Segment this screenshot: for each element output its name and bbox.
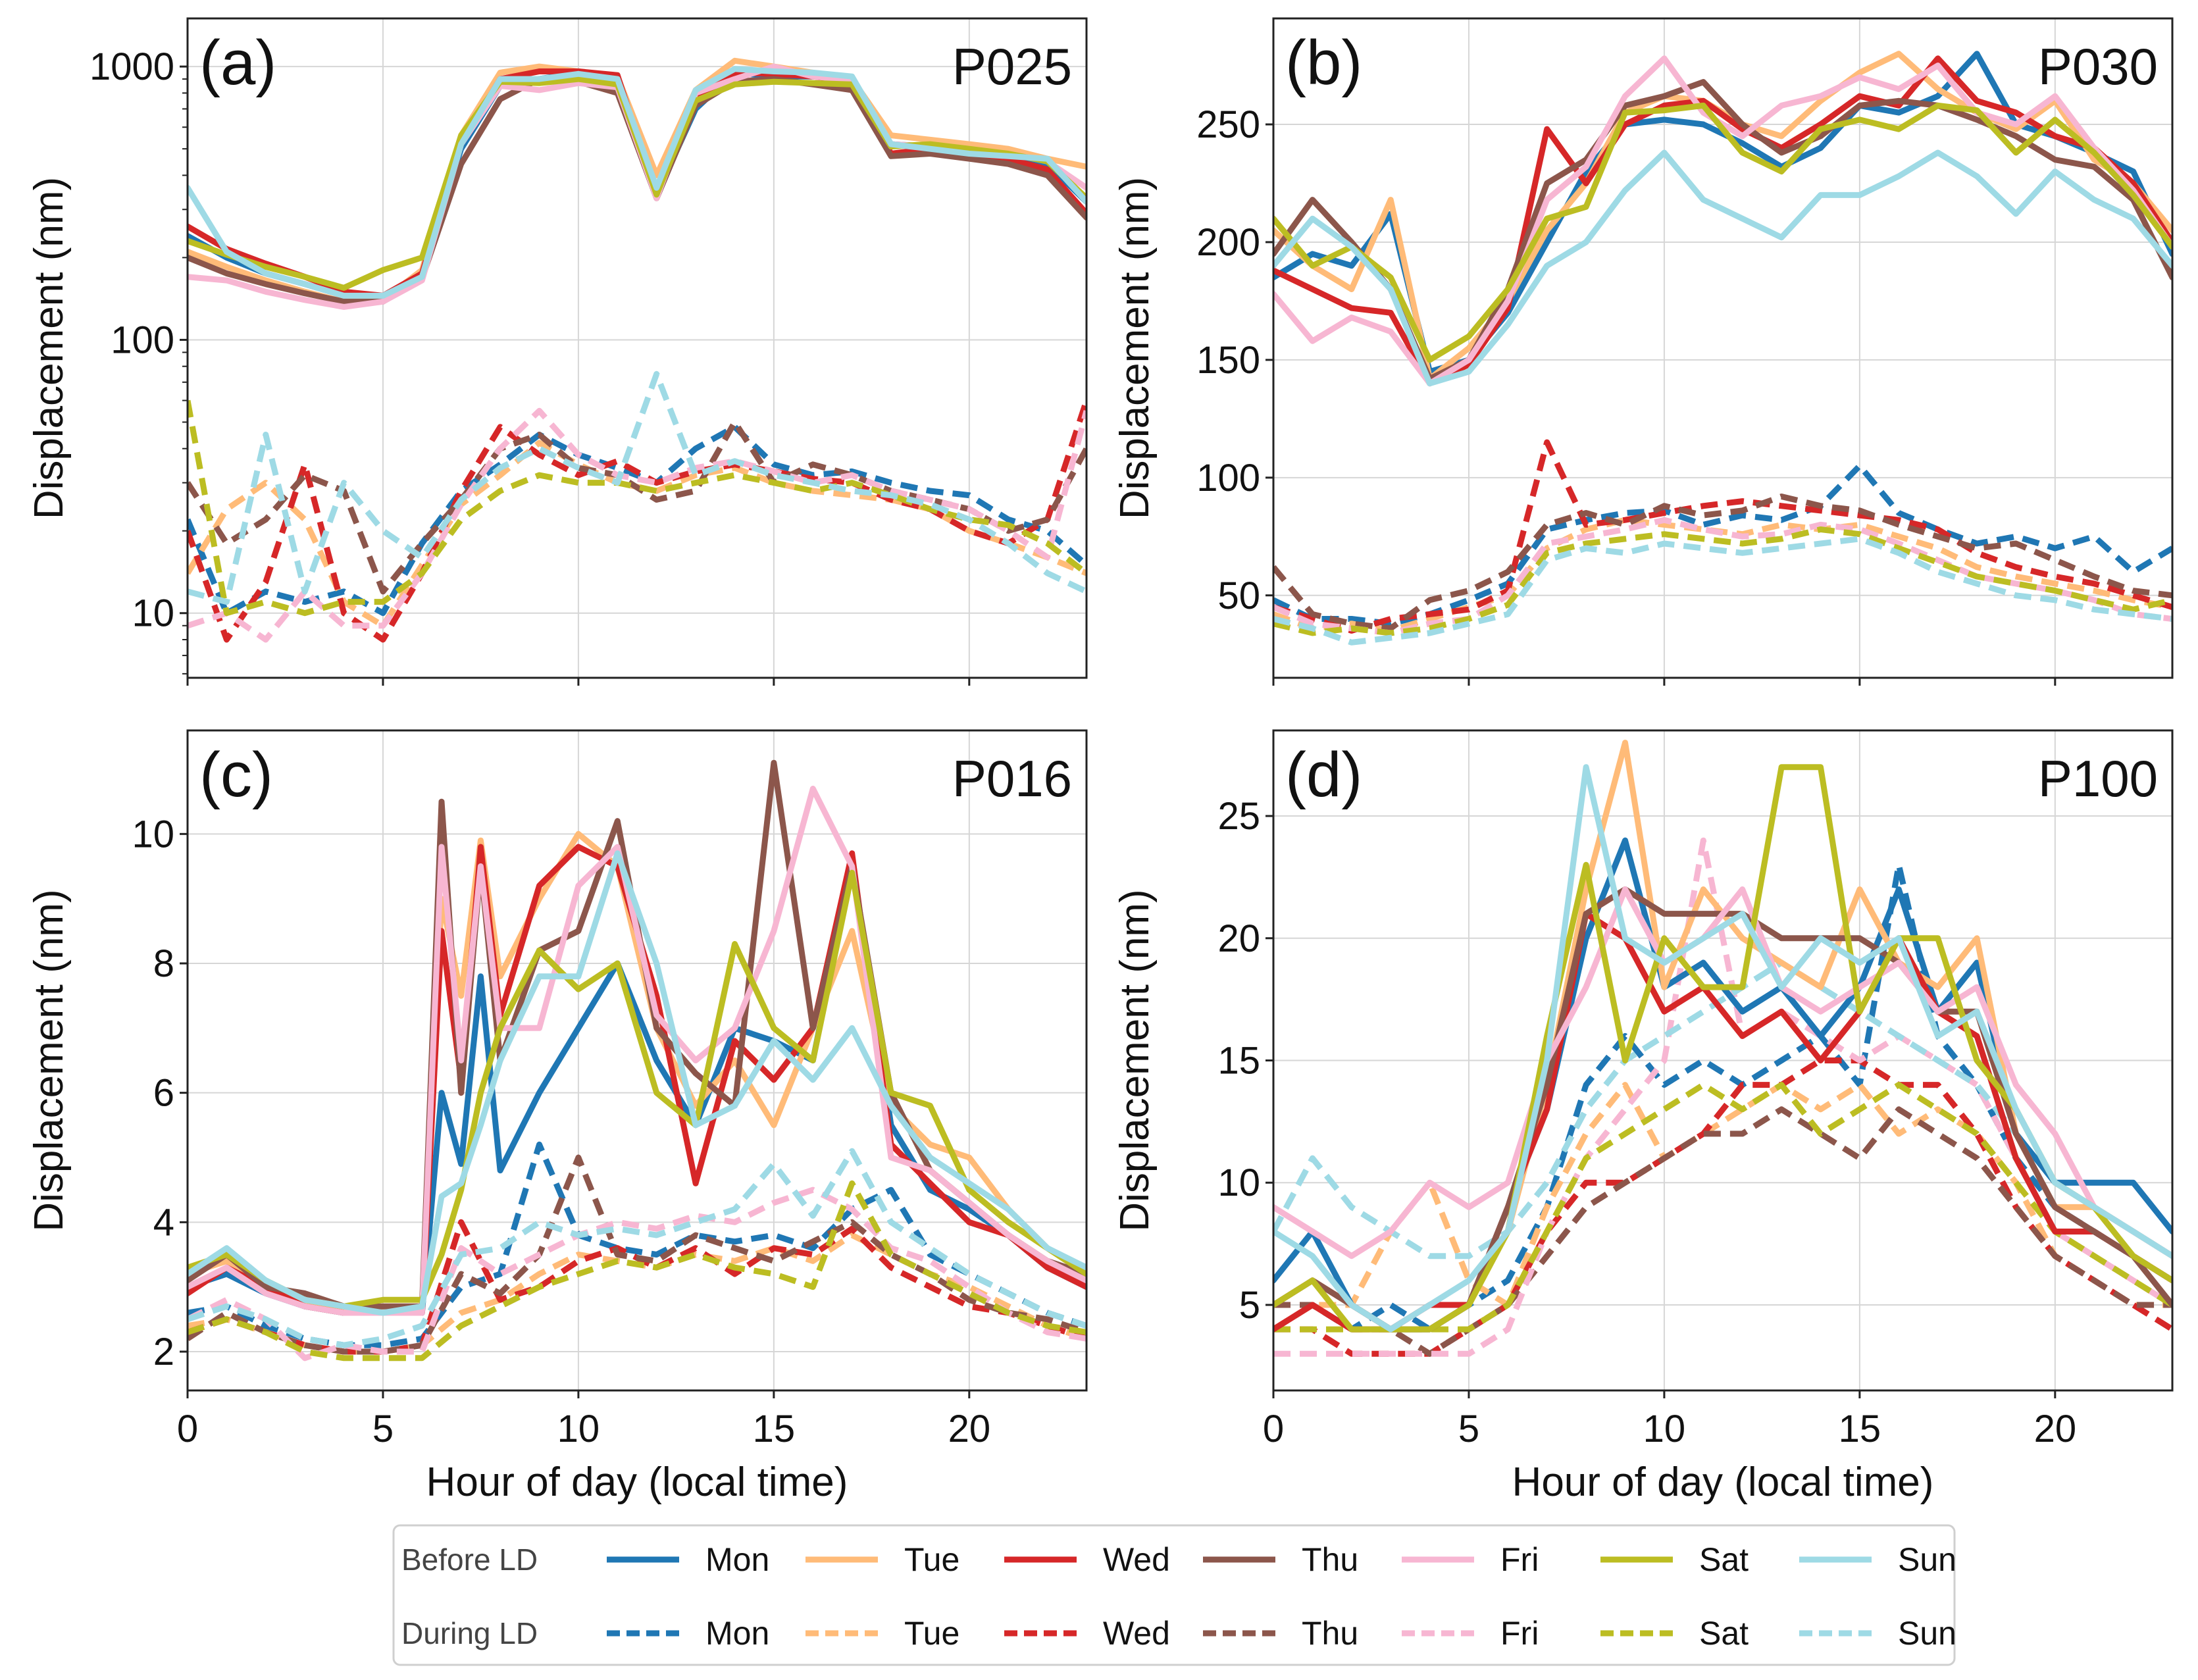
y-tick-label: 4: [153, 1201, 174, 1244]
station-label: P025: [952, 38, 1072, 95]
y-tick-label: 10: [132, 813, 174, 855]
legend-label-during-thu: Thu: [1302, 1615, 1358, 1652]
series-line-during-sun: [1273, 959, 2172, 1260]
y-tick-label: 250: [1196, 103, 1260, 146]
y-tick-label: 100: [111, 318, 174, 361]
legend-label-before-thu: Thu: [1302, 1541, 1358, 1578]
series-line-before-sun: [188, 850, 1086, 1316]
x-tick-label: 15: [1839, 1408, 1881, 1450]
panel-c: 0 5 10 15 20 2 4 6 8 10 Displacement (nm) Hour of d…: [26, 729, 1088, 1505]
series-line-during-sun: [188, 1148, 1086, 1348]
series-line-before-sun: [1273, 149, 2172, 387]
y-tick-label: 50: [1217, 574, 1260, 617]
series-group: [188, 57, 1086, 643]
series-line-during-thu: [188, 1154, 1086, 1355]
x-tick-label: 15: [753, 1408, 796, 1450]
series-line-during-mon: [188, 1141, 1086, 1348]
panel-a: 10 100 1000 Displacement (nm) (a) P025: [26, 17, 1088, 686]
y-axis-label: Displacement (nm): [1112, 889, 1158, 1231]
series-line-during-fri: [188, 1186, 1086, 1362]
legend-label-before-mon: Mon: [705, 1541, 769, 1578]
series-line-during-sat: [1273, 1082, 2172, 1333]
y-tick-label: 1000: [89, 45, 174, 88]
series-line-before-sun: [188, 66, 1086, 299]
y-tick-label: 25: [1217, 795, 1260, 838]
plot-frame: [1272, 17, 2174, 679]
series-line-before-fri: [188, 786, 1086, 1316]
y-axis-label: Displacement (nm): [1112, 177, 1158, 519]
series-group: [1273, 740, 2172, 1357]
legend-label-during-tue: Tue: [904, 1615, 959, 1652]
legend-row-label-during: During LD: [401, 1616, 538, 1650]
legend-label-during-sun: Sun: [1898, 1615, 1956, 1652]
y-tick-label: 6: [153, 1072, 174, 1115]
legend-label-during-sat: Sat: [1699, 1615, 1749, 1652]
panel-tag: (b): [1285, 28, 1362, 98]
x-tick-label: 20: [948, 1408, 991, 1450]
series-line-during-thu: [1273, 1106, 2172, 1357]
legend-label-before-sat: Sat: [1699, 1541, 1749, 1578]
y-tick-label: 100: [1196, 457, 1260, 499]
series-line-during-sat: [188, 1180, 1086, 1362]
series-line-during-thu: [1273, 494, 2172, 632]
panel-d: 0 5 10 15 20 5 10 15 20 25 Displacement (nm) Hour o…: [1112, 729, 2174, 1505]
panel-b: 50 100 150 200 250 Displacement (nm) (b) P030: [1112, 17, 2174, 686]
series-line-during-sat: [188, 399, 1086, 617]
x-tick-label: 5: [1458, 1408, 1479, 1450]
y-tick-label: 10: [132, 592, 174, 635]
x-axis-label: Hour of day (local time): [1512, 1460, 1934, 1505]
panel-tag: (d): [1285, 740, 1362, 810]
series-line-before-sat: [1273, 102, 2172, 363]
legend-label-during-wed: Wed: [1103, 1615, 1170, 1652]
y-tick-label: 5: [1239, 1284, 1260, 1327]
series-group: [1273, 51, 2172, 646]
plot-frame: [186, 17, 1088, 679]
legend-row-label-before: Before LD: [401, 1542, 538, 1577]
x-tick-label: 20: [2034, 1408, 2077, 1450]
panel-tag: (a): [199, 28, 276, 98]
y-tick-label: 10: [1217, 1161, 1260, 1204]
legend: Before LD Mon Tue Wed Thu Fri Sat Sun During LD M…: [392, 1524, 1956, 1666]
y-tick-label: 150: [1196, 339, 1260, 382]
legend-box: [392, 1524, 1956, 1666]
station-label: P100: [2038, 750, 2158, 807]
legend-label-before-sun: Sun: [1898, 1541, 1956, 1578]
x-tick-label: 0: [1263, 1408, 1284, 1450]
legend-label-before-fri: Fri: [1500, 1541, 1539, 1578]
legend-label-during-fri: Fri: [1500, 1615, 1539, 1652]
series-line-during-sun: [188, 370, 1086, 605]
x-axis-label: Hour of day (local time): [426, 1460, 848, 1505]
y-axis-label: Displacement (nm): [26, 177, 72, 519]
series-line-before-sun: [1273, 764, 2172, 1333]
x-tick-label: 0: [177, 1408, 198, 1450]
y-axis-label: Displacement (nm): [26, 889, 72, 1231]
series-line-during-fri: [188, 407, 1086, 643]
series-line-during-thu: [188, 419, 1086, 595]
y-tick-label: 200: [1196, 221, 1260, 264]
legend-label-before-tue: Tue: [904, 1541, 959, 1578]
panel-tag: (c): [199, 740, 273, 810]
x-tick-label: 5: [372, 1408, 394, 1450]
series-line-during-mon: [188, 424, 1086, 617]
y-tick-label: 20: [1217, 917, 1260, 960]
y-tick-label: 15: [1217, 1040, 1260, 1082]
x-tick-label: 10: [557, 1408, 600, 1450]
y-tick-label: 8: [153, 942, 174, 985]
series-group: [188, 759, 1086, 1362]
station-label: P016: [952, 750, 1072, 807]
y-tick-label: 2: [153, 1331, 174, 1373]
station-label: P030: [2038, 38, 2158, 95]
plot-frame: [186, 729, 1088, 1392]
legend-label-before-wed: Wed: [1103, 1541, 1170, 1578]
series-line-before-fri: [1273, 886, 2172, 1260]
series-line-during-sun: [1273, 536, 2172, 646]
series-line-during-sat: [1273, 526, 2172, 636]
x-tick-label: 10: [1643, 1408, 1686, 1450]
legend-label-during-mon: Mon: [705, 1615, 769, 1652]
